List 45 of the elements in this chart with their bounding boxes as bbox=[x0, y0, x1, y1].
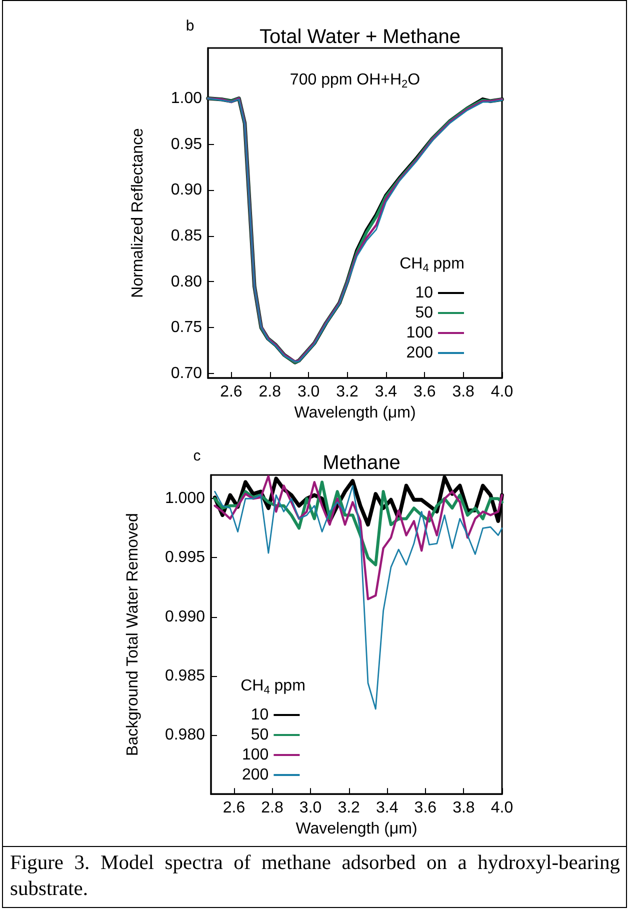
x-tick-label: 3.2 bbox=[338, 800, 360, 817]
legend-label: 50 bbox=[415, 304, 434, 322]
y-tick-label: 0.985 bbox=[164, 667, 206, 684]
x-tick-label: 3.4 bbox=[376, 800, 398, 817]
x-tick-label: 2.6 bbox=[222, 800, 246, 817]
legend-label: 10 bbox=[250, 706, 269, 724]
x-tick-label: 3.2 bbox=[336, 384, 358, 400]
x-tick-label: 3.8 bbox=[452, 800, 475, 817]
legend-label: 10 bbox=[415, 284, 434, 302]
x-tick-label: 3.4 bbox=[374, 384, 398, 400]
x-tick-label: 3.0 bbox=[299, 800, 322, 817]
x-tick-label: 4.0 bbox=[490, 800, 514, 817]
x-tick-label: 3.0 bbox=[297, 384, 320, 400]
y-tick-label: 0.980 bbox=[164, 726, 206, 744]
chart-title: Total Water + Methane bbox=[259, 26, 461, 48]
x-axis-title: Wavelength (μm) bbox=[296, 820, 418, 838]
y-tick-label: 1.000 bbox=[164, 490, 206, 508]
chart-title: Methane bbox=[322, 452, 400, 474]
x-tick-label: 3.6 bbox=[414, 384, 436, 400]
legend-label: 50 bbox=[250, 726, 269, 744]
y-tick-label: 1.00 bbox=[170, 90, 202, 107]
legend-label: 100 bbox=[406, 324, 434, 342]
y-axis-title: Background Total Water Removed bbox=[124, 513, 142, 756]
y-tick-label: 0.75 bbox=[170, 319, 202, 336]
x-tick-label: 4.0 bbox=[490, 384, 514, 400]
y-tick-label: 0.85 bbox=[170, 227, 202, 244]
caption: Figure 3. Model spectra of methane adsorbed on a hydroxyl-bearing substrate. bbox=[10, 851, 620, 902]
y-tick-label: 0.70 bbox=[170, 364, 202, 382]
x-tick-label: 2.6 bbox=[220, 384, 242, 400]
text: c bbox=[193, 448, 202, 464]
legend-label: 200 bbox=[242, 766, 269, 784]
text: b bbox=[186, 18, 194, 34]
y-tick-label: 0.90 bbox=[170, 182, 202, 199]
x-tick-label: 3.6 bbox=[414, 800, 437, 817]
x-axis-title: Wavelength (μm) bbox=[294, 404, 416, 422]
x-tick-label: 2.8 bbox=[261, 800, 284, 817]
y-tick-label: 0.95 bbox=[170, 136, 202, 153]
y-axis-title: Normalized Reflectance bbox=[130, 128, 146, 298]
y-tick-label: 0.990 bbox=[164, 608, 206, 626]
y-tick-label: 0.995 bbox=[164, 549, 206, 566]
legend-label: 100 bbox=[242, 746, 269, 764]
legend-label: 200 bbox=[406, 344, 434, 362]
x-tick-label: 2.8 bbox=[258, 384, 282, 400]
x-tick-label: 3.8 bbox=[452, 384, 475, 400]
y-tick-label: 0.80 bbox=[170, 273, 202, 290]
